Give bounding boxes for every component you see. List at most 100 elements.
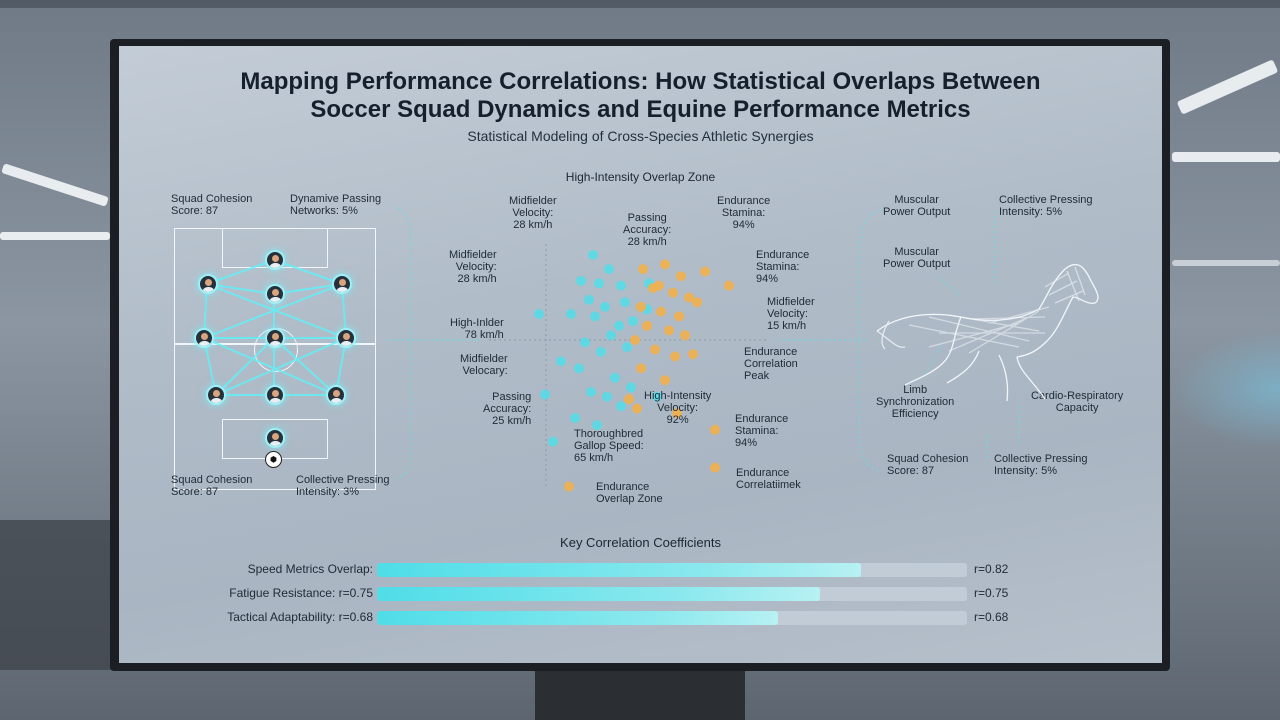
equine-scatter-point [680, 330, 690, 341]
coefficient-label: Tactical Adaptability: r=0.68 [227, 610, 373, 624]
player-avatar-icon [198, 274, 218, 294]
equine-scatter-point [664, 325, 674, 336]
player-avatar-icon [265, 428, 285, 448]
coefficient-bar-track [377, 563, 967, 577]
coefficient-label: Speed Metrics Overlap: [247, 562, 373, 576]
equine-scatter-point [710, 462, 720, 473]
soccer-scatter-point [548, 436, 558, 447]
title-line-2: Soccer Squad Dynamics and Equine Perform… [310, 96, 971, 123]
soccer-scatter-point [606, 330, 616, 341]
equine-scatter-point [688, 349, 698, 360]
scatter-label-endurance-correlation-peak: Endurance Correlation Peak [744, 346, 798, 382]
horse-label-cardio-respiratory: Cardio-Respiratory Capacity [1031, 390, 1124, 414]
ceiling-light [1176, 59, 1279, 115]
collective-pressing-label: Collective Pressing Intensity: 3% [296, 474, 390, 498]
soccer-scatter-point [574, 363, 584, 374]
equine-scatter-point [674, 311, 684, 322]
squad-cohesion-label-bottom: Squad Cohesion Score: 87 [171, 474, 253, 498]
soccer-scatter-point [628, 316, 638, 327]
scatter-label-midfielder-velocary: Midfielder Velocary: [460, 353, 508, 377]
soccer-scatter-point [580, 337, 590, 348]
player-avatar-icon [194, 328, 214, 348]
equine-scatter-point [660, 375, 670, 386]
player-avatar-icon [265, 328, 285, 348]
ceiling-light [1172, 152, 1280, 162]
soccer-scatter-point [594, 278, 604, 289]
soccer-scatter-point [616, 280, 626, 291]
overlap-scatter-plot [489, 244, 769, 492]
horse-label-muscular-power-1: Muscular Power Output [883, 194, 951, 218]
wall-screen-glow [1170, 330, 1280, 450]
soccer-scatter-point [652, 391, 662, 402]
player-avatar-icon [336, 328, 356, 348]
ceiling-light [1, 163, 109, 207]
soccer-scatter-point [588, 249, 598, 260]
coefficient-label: Fatigue Resistance: r=0.75 [229, 586, 373, 600]
soccer-scatter-point [540, 389, 550, 400]
soccer-scatter-point [534, 309, 544, 319]
equine-scatter-point [692, 297, 702, 308]
subtitle: Statistical Modeling of Cross-Species At… [467, 128, 814, 144]
equine-scatter-point [564, 481, 574, 492]
scatter-label-midfielder-velocity-1: Midfielder Velocity: 28 km/h [509, 195, 557, 231]
soccer-scatter-point [616, 401, 626, 412]
scatter-label-passing-accuracy-1: Passing Accuracy: 28 km/h [623, 212, 672, 248]
soccer-scatter-point [602, 391, 612, 402]
horse-label-limb-synchronization: Limb Synchronization Efficiency [876, 384, 955, 420]
player-avatar-icon [265, 250, 285, 270]
player-avatar-icon [265, 284, 285, 304]
player-avatar-icon [206, 385, 226, 405]
equine-scatter-point [670, 351, 680, 362]
horse-label-muscular-power-2: Muscular Power Output [883, 246, 951, 270]
equine-scatter-point [630, 335, 640, 345]
scatter-label-endurance-correlatiimek: Endurance Correlatiimek [736, 467, 801, 491]
equine-scatter-point [684, 292, 694, 303]
soccer-scatter-point [596, 346, 606, 357]
ceiling-light [1172, 260, 1280, 266]
coefficient-bar-track [377, 611, 967, 625]
coefficient-value: r=0.68 [974, 610, 1009, 624]
equine-scatter-point [632, 403, 642, 414]
soccer-scatter-point [614, 320, 624, 331]
soccer-scatter-point [586, 387, 596, 397]
soccer-scatter-point [610, 372, 620, 383]
coefficient-bar-fill [377, 563, 861, 577]
soccer-scatter-point [566, 309, 576, 319]
horse-label-collective-pressing-2: Collective Pressing Intensity: 5% [994, 453, 1088, 477]
scatter-label-midfielder-velocity-2: Midfielder Velocity: 28 km/h [449, 249, 497, 285]
scatter-label-midfielder-velocity-3: Midfielder Velocity: 15 km/h [767, 296, 815, 332]
office-desk [0, 520, 112, 670]
soccer-scatter-point [600, 301, 610, 312]
horse-label-collective-pressing-1: Collective Pressing Intensity: 5% [999, 194, 1093, 218]
squad-cohesion-label-top: Squad Cohesion Score: 87 [171, 193, 253, 217]
equine-scatter-point [624, 394, 634, 405]
equine-scatter-point [676, 271, 686, 282]
scatter-label-high-intensity-velocity: High-Intensity Velocity: 92% [644, 390, 712, 426]
scatter-label-endurance-stamina-1: Endurance Stamina: 94% [717, 195, 771, 231]
equine-scatter-point [672, 408, 682, 419]
player-avatar-icon [332, 274, 352, 294]
equine-scatter-point [656, 306, 666, 317]
soccer-scatter-point [620, 297, 630, 308]
equine-scatter-point [638, 264, 648, 275]
equine-scatter-point [654, 280, 664, 291]
player-avatar-icon [265, 385, 285, 405]
soccer-scatter-point [576, 275, 586, 286]
soccer-ball-icon: ⬢ [265, 451, 282, 468]
scatter-label-passing-accuracy-2: Passing Accuracy: 25 km/h [483, 391, 532, 427]
scatter-label-thoroughbred-gallop: Thoroughbred Gallop Speed: 65 km/h [574, 428, 644, 464]
soccer-scatter-point [604, 264, 614, 275]
equine-scatter-point [636, 301, 646, 312]
player-avatar-icon [326, 385, 346, 405]
coefficient-value: r=0.82 [974, 562, 1009, 576]
soccer-scatter-point [556, 356, 566, 367]
equine-scatter-point [700, 266, 710, 277]
soccer-scatter-point [592, 420, 602, 431]
soccer-scatter-point [626, 382, 636, 393]
coefficient-bar-fill [377, 611, 779, 625]
equine-scatter-point [660, 259, 670, 270]
connector-brackets [387, 207, 1020, 479]
scatter-label-endurance-stamina-3: Endurance Stamina: 94% [735, 413, 789, 449]
equine-scatter-point [650, 344, 660, 355]
equine-scatter-point [668, 287, 678, 298]
